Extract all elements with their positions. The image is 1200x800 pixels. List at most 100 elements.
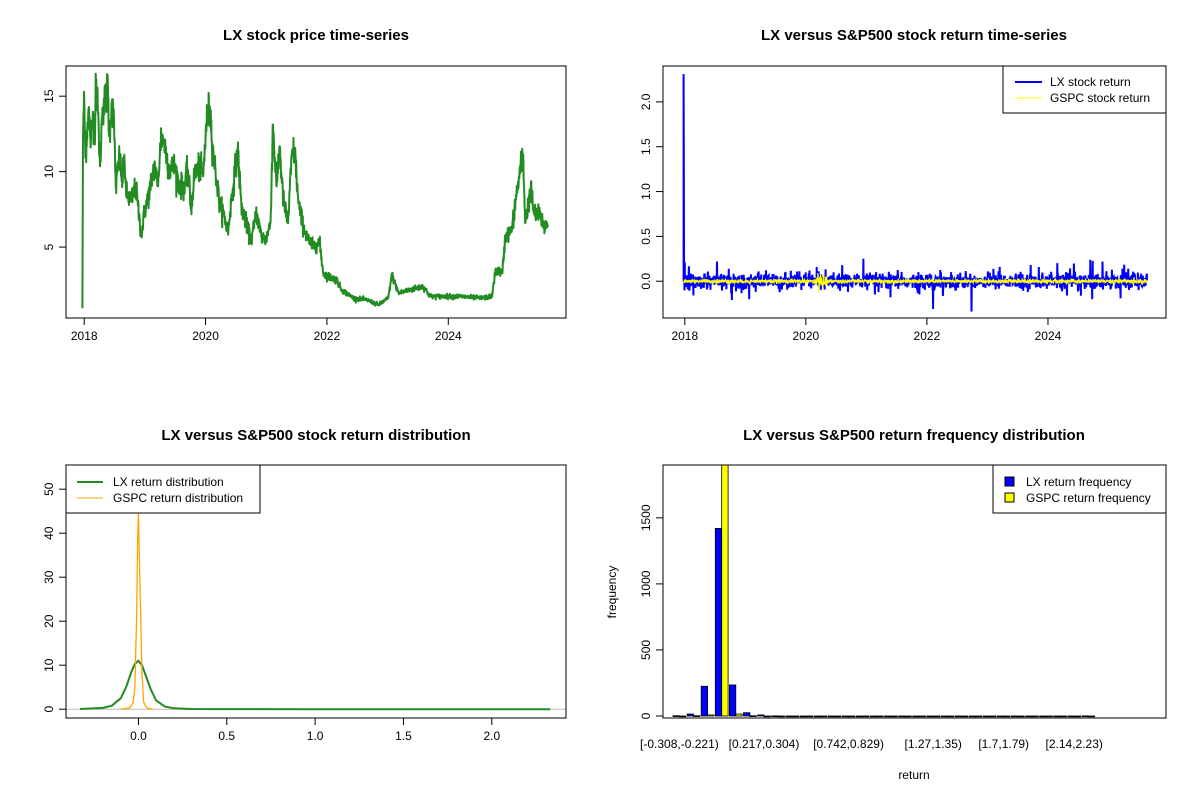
- lx-frequency-bar: [813, 715, 821, 718]
- lx-frequency-bar: [672, 715, 680, 717]
- x-tick-label: [2.14,2.23): [1046, 737, 1103, 751]
- y-tick-label: 0: [42, 706, 56, 713]
- lx-frequency-bar: [785, 715, 793, 718]
- legend: LX return frequency GSPC return frequenc…: [992, 464, 1167, 514]
- gspc-frequency-bar: [989, 715, 997, 718]
- lx-frequency-bar: [954, 715, 962, 718]
- gspc-frequency-bar: [707, 714, 715, 717]
- y-tick-label: 50: [42, 482, 56, 496]
- gspc-frequency-bar: [763, 715, 771, 718]
- price-chart-title: LX stock price time-series: [223, 27, 409, 44]
- gspc-frequency-bar: [777, 715, 785, 718]
- gspc-frequency-bar: [932, 715, 941, 718]
- plot-frame: [65, 65, 567, 319]
- legend: LX stock return GSPC stock return: [1002, 65, 1167, 114]
- gspc-frequency-bar: [791, 715, 800, 718]
- gspc-frequency-bar: [1087, 715, 1096, 718]
- y-tick-label: 10: [42, 165, 56, 179]
- y-tick-label: 0: [639, 712, 653, 719]
- gspc-frequency-bar: [848, 715, 856, 718]
- legend-label-gspc: GSPC return frequency: [1026, 491, 1151, 505]
- lx-frequency-bar: [771, 715, 779, 718]
- legend-swatch-gspc: [1004, 492, 1015, 503]
- lx-frequency-bar: [799, 715, 807, 718]
- x-tick-label: 2020: [792, 329, 819, 343]
- frequency-distribution-title: LX versus S&P500 return frequency distri…: [743, 427, 1085, 444]
- y-tick-label: 1000: [639, 570, 653, 597]
- gspc-frequency-bar: [1045, 715, 1053, 718]
- gspc-frequency-bar: [834, 715, 842, 718]
- x-tick-label: 1.0: [307, 729, 324, 743]
- gspc-frequency-bar: [904, 715, 912, 718]
- return-timeseries-chart: LX versus S&P500 stock return time-serie…: [639, 27, 1167, 343]
- price-chart: LX stock price time-series 2018 2020 2022 2…: [42, 27, 567, 343]
- x-tick-label: [0.742,0.829): [813, 737, 884, 751]
- gspc-frequency-bar: [961, 715, 969, 718]
- lx-frequency-bar: [884, 715, 892, 718]
- lx-frequency-bar: [912, 715, 920, 718]
- gspc-frequency-bar: [1017, 715, 1025, 718]
- y-tick-label: 20: [42, 614, 56, 628]
- gspc-return-line: [683, 273, 1148, 293]
- y-axis-label: frequency: [605, 566, 619, 619]
- gspc-frequency-bar: [693, 715, 701, 717]
- legend-label-lx: LX return frequency: [1026, 475, 1131, 489]
- gspc-frequency-bar: [862, 715, 870, 718]
- x-tick-label: 2022: [914, 329, 941, 343]
- x-tick-label: 2024: [1035, 329, 1062, 343]
- x-tick-label: [0.217,0.304): [729, 737, 800, 751]
- lx-frequency-bar: [870, 715, 878, 718]
- lx-return-line: [682, 74, 1148, 312]
- x-tick-label: [1.7,1.79): [978, 737, 1029, 751]
- gspc-frequency-bar: [946, 715, 955, 718]
- gspc-frequency-bar: [1073, 715, 1081, 718]
- gspc-frequency-bar: [1059, 715, 1067, 718]
- lx-frequency-bar: [1011, 715, 1019, 718]
- lx-frequency-bar: [729, 684, 737, 717]
- legend-label-lx: LX return distribution: [113, 475, 224, 489]
- legend-label-gspc: GSPC stock return: [1050, 91, 1150, 105]
- plot-frame: [662, 65, 1167, 319]
- plot-frame: [65, 464, 567, 719]
- gspc-frequency-bar: [721, 464, 729, 717]
- gspc-frequency-bar: [820, 715, 828, 718]
- lx-frequency-bar: [743, 712, 751, 717]
- legend-label-lx: LX stock return: [1050, 75, 1131, 89]
- x-tick-label: 2018: [71, 329, 98, 343]
- x-tick-label: 2018: [671, 329, 698, 343]
- lx-frequency-bar: [926, 715, 934, 718]
- gspc-frequency-bar: [975, 715, 983, 718]
- lx-frequency-bar: [827, 715, 835, 718]
- lx-frequency-bar: [968, 715, 976, 718]
- legend-label-gspc: GSPC return distribution: [113, 491, 243, 505]
- y-tick-label: 15: [42, 89, 56, 103]
- price-line: [81, 72, 549, 309]
- frequency-distribution-chart: LX versus S&P500 return frequency distri…: [605, 427, 1167, 782]
- gspc-frequency-bar: [735, 713, 743, 717]
- y-tick-label: 500: [639, 640, 653, 660]
- legend: LX return distribution GSPC return distr…: [65, 464, 261, 514]
- x-tick-label: [-0.308,-0.221): [640, 737, 719, 751]
- gspc-frequency-bar: [890, 715, 898, 718]
- x-tick-label: 2020: [192, 329, 219, 343]
- y-tick-label: 1.5: [639, 138, 653, 155]
- return-distribution-chart: LX versus S&P500 stock return distributi…: [42, 427, 567, 743]
- y-tick-label: 10: [42, 658, 56, 672]
- lx-frequency-bar: [1039, 715, 1047, 718]
- lx-frequency-bar: [686, 713, 694, 717]
- x-tick-label: 2022: [314, 329, 341, 343]
- y-tick-label: 1.0: [639, 183, 653, 200]
- lx-frequency-bar: [700, 685, 709, 717]
- gspc-frequency-bar: [1031, 715, 1039, 718]
- x-tick-label: 0.0: [130, 729, 147, 743]
- legend-swatch-lx: [1004, 476, 1015, 487]
- gspc-frequency-bar: [679, 715, 687, 718]
- gspc-frequency-bar: [876, 715, 884, 718]
- lx-frequency-bar: [1081, 715, 1089, 718]
- plot-frame: [662, 464, 1167, 719]
- gspc-frequency-bar: [918, 715, 926, 718]
- lx-frequency-bar: [757, 714, 765, 717]
- x-tick-label: 1.5: [395, 729, 412, 743]
- return-timeseries-title: LX versus S&P500 stock return time-serie…: [761, 27, 1067, 44]
